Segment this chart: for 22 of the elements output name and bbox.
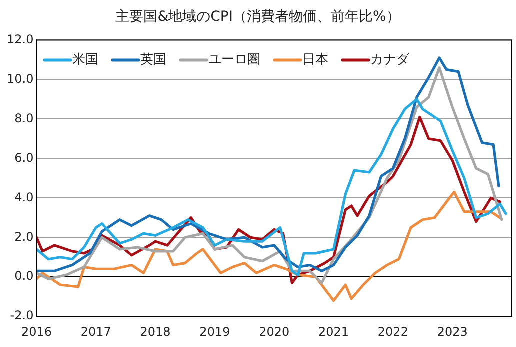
legend-label: ユーロ圏: [208, 52, 261, 68]
x-tick-label: 2018: [140, 324, 171, 339]
x-tick-label: 2022: [378, 324, 408, 339]
legend-label: カナダ: [370, 52, 411, 68]
y-tick-label: 6.0: [14, 150, 34, 165]
x-tick-label: 2017: [80, 324, 112, 339]
legend-label: 英国: [140, 52, 167, 68]
y-tick-label: 8.0: [14, 111, 34, 126]
y-tick-label: 2.0: [14, 230, 34, 244]
x-tick-label: 2021: [318, 324, 350, 339]
x-tick-label: 2019: [200, 324, 230, 339]
x-tick-label: 2020: [259, 324, 290, 339]
legend-label: 日本: [302, 52, 329, 68]
y-tick-label: -2.0: [10, 308, 34, 323]
chart-title: 主要国&地域のCPI（消費者物価、前年比%）: [114, 8, 402, 27]
y-tick-label: 12.0: [7, 32, 34, 46]
legend-label: 米国: [72, 52, 99, 68]
x-tick-label: 2016: [21, 324, 52, 339]
x-tick-label: 2023: [437, 324, 468, 339]
y-tick-label: 4.0: [14, 190, 34, 204]
y-tick-label: 0.0: [14, 269, 34, 284]
y-tick-label: 10.0: [7, 72, 34, 86]
